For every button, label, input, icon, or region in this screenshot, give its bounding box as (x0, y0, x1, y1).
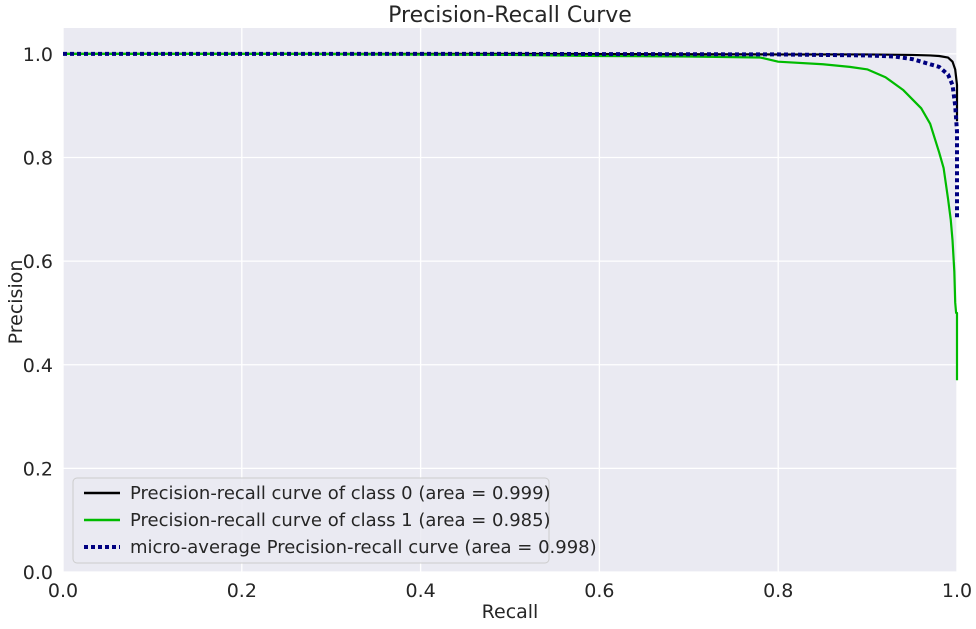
legend-box (72, 477, 550, 564)
y-tick-label: 0.4 (23, 355, 53, 377)
y-tick-label: 0.6 (23, 251, 53, 273)
legend-label-class-0: Precision-recall curve of class 0 (area … (130, 483, 551, 504)
y-axis-label: Precision (5, 260, 27, 345)
x-axis-label: Recall (482, 601, 539, 623)
y-tick-label: 0.0 (23, 562, 53, 584)
x-tick-label: 1.0 (942, 580, 972, 602)
legend-label-micro-average: micro-average Precision-recall curve (ar… (130, 537, 597, 558)
tick-labels: 0.0 0.2 0.4 0.6 0.8 1.0 0.0 0.2 0.4 0.6 0.8 1.0 (23, 44, 972, 602)
grid-lines (62, 28, 958, 573)
x-tick-label: 0.8 (763, 580, 793, 602)
legend: Precision-recall curve of class 0 (area … (72, 477, 597, 564)
x-tick-label: 0.6 (584, 580, 614, 602)
y-tick-label: 1.0 (23, 44, 53, 66)
micro-average-curve (63, 51, 959, 220)
x-tick-label: 0.2 (227, 580, 257, 602)
y-tick-label: 0.2 (23, 458, 53, 480)
legend-label-class-1: Precision-recall curve of class 1 (area … (130, 510, 551, 531)
class-1-curve (63, 52, 959, 381)
chart-title: Precision-Recall Curve (388, 3, 632, 28)
class-0-curve (63, 52, 959, 122)
series-lines (63, 51, 959, 381)
y-tick-label: 0.8 (23, 148, 53, 170)
x-tick-label: 0.0 (48, 580, 78, 602)
x-tick-label: 0.4 (405, 580, 435, 602)
